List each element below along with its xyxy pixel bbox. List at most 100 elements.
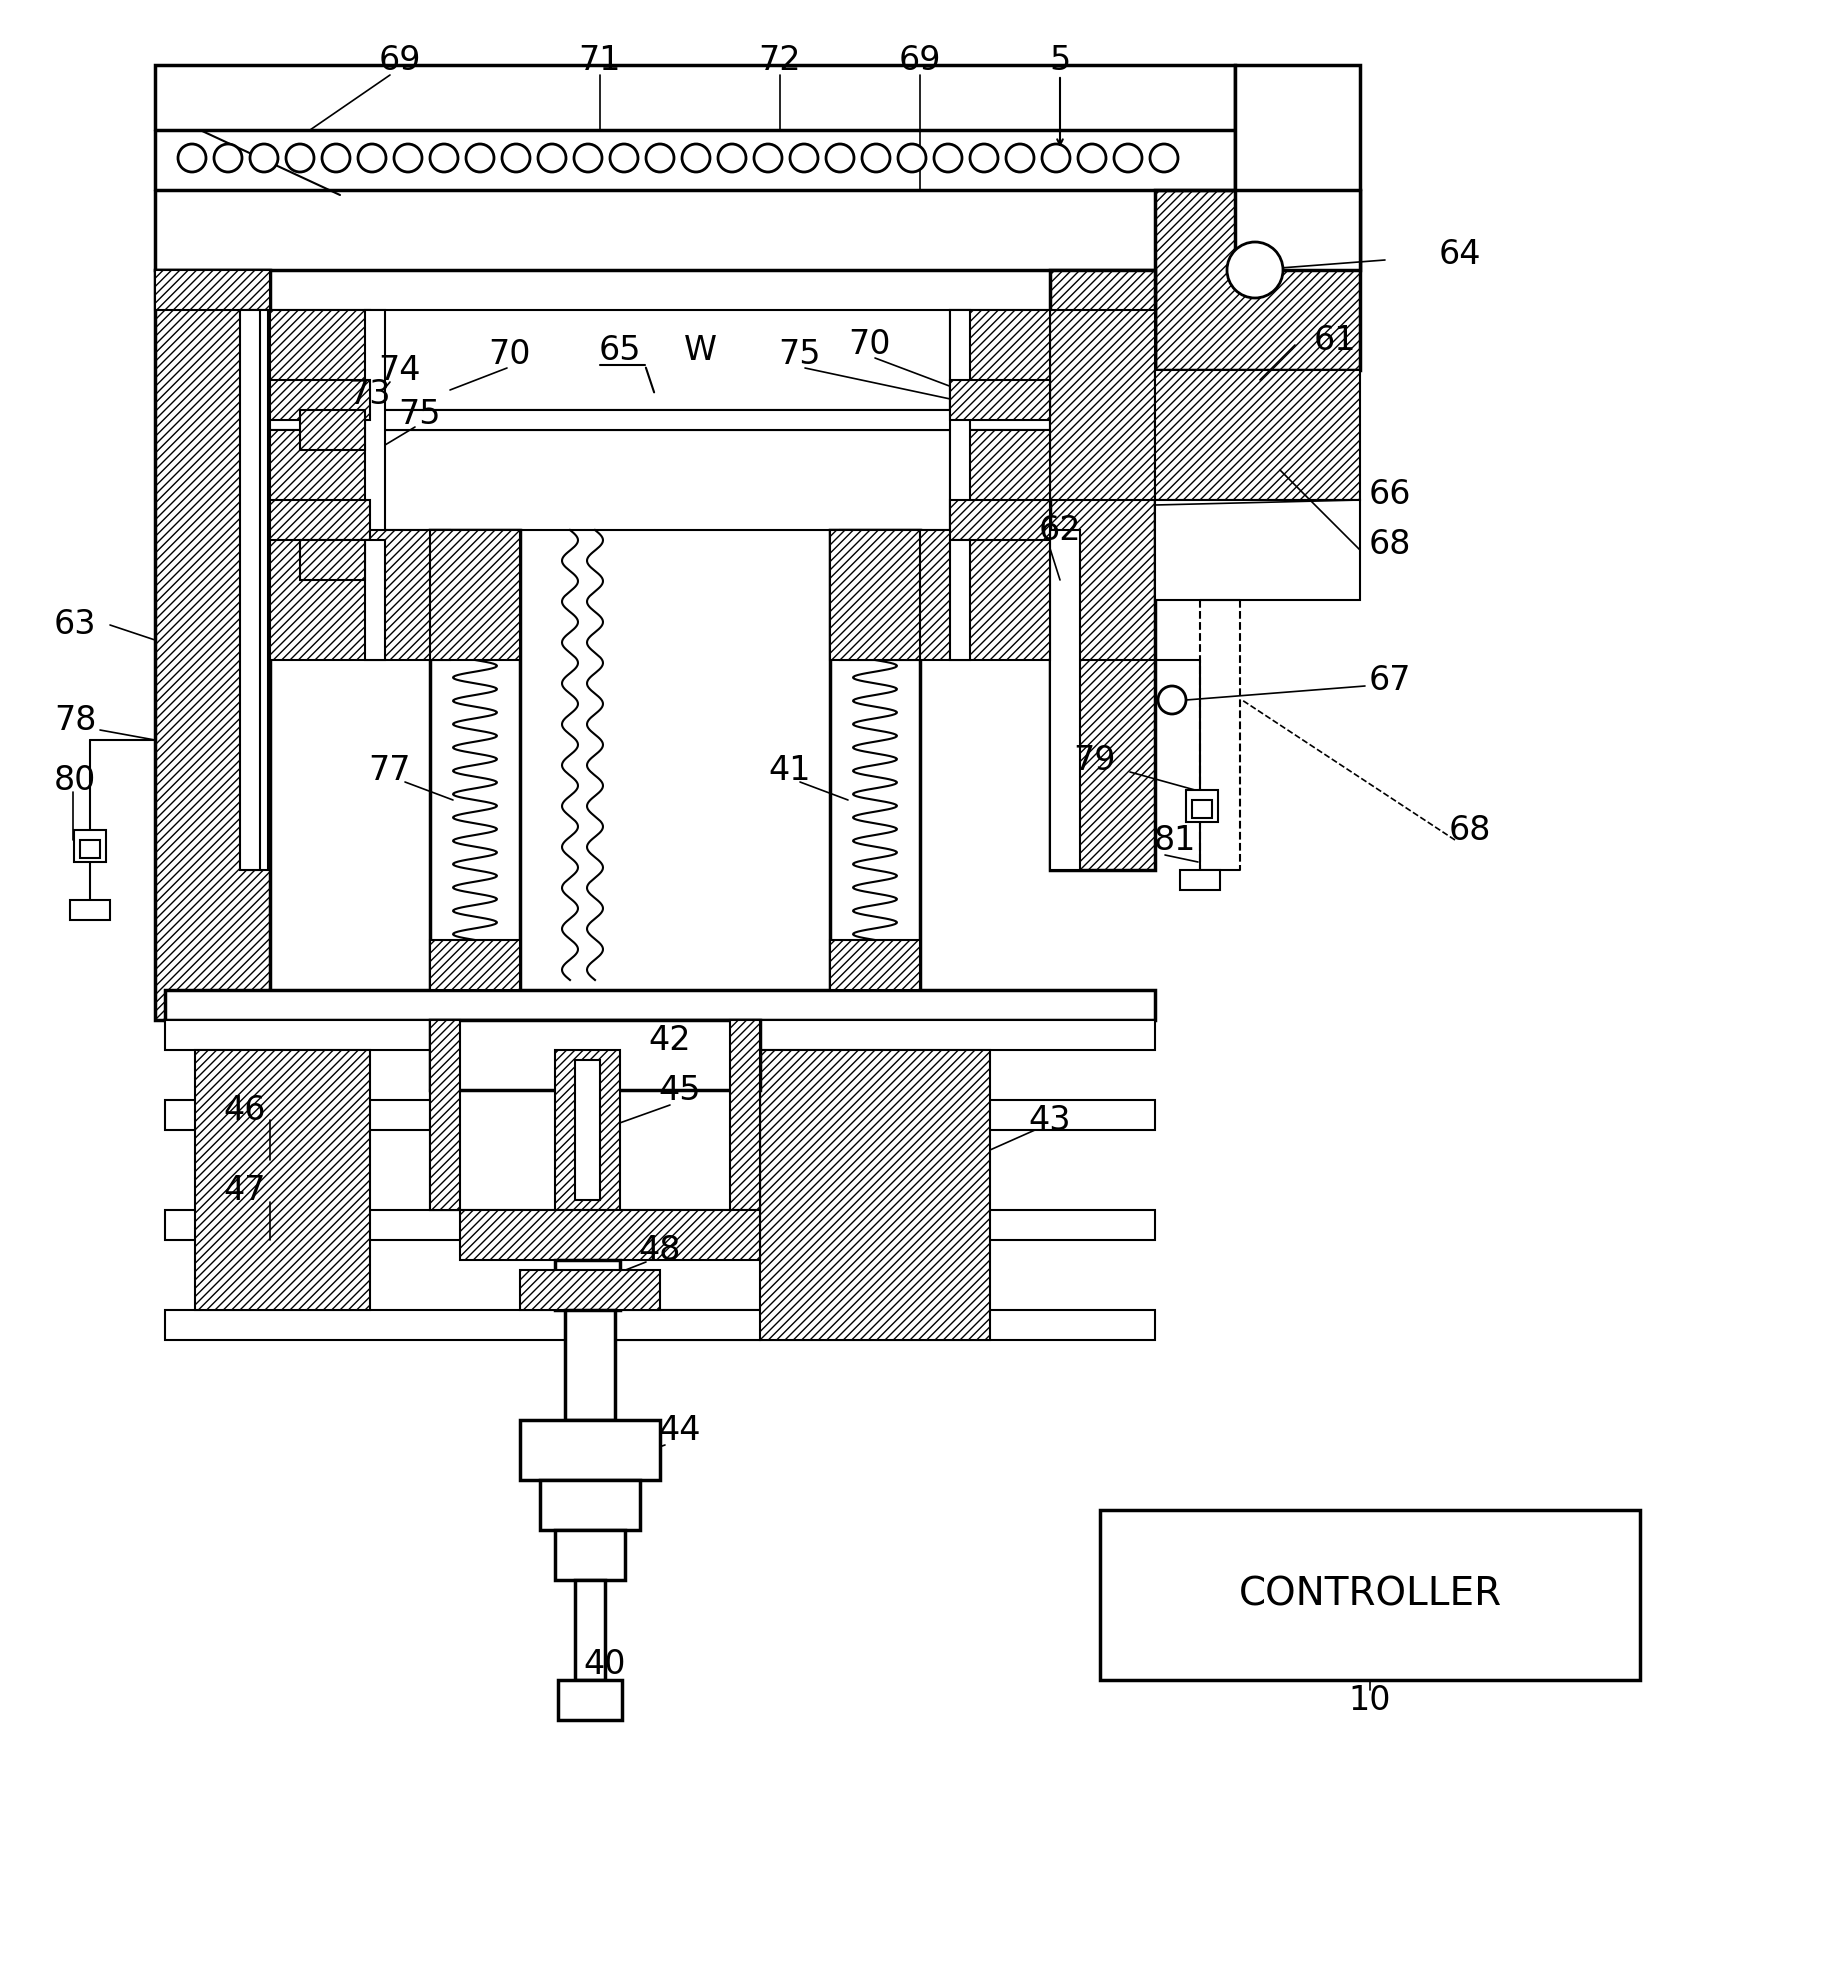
Circle shape	[1005, 144, 1035, 171]
Text: 41: 41	[770, 753, 812, 786]
Bar	[950, 380, 1049, 420]
Bar	[271, 501, 370, 540]
Text: 10: 10	[1349, 1683, 1392, 1717]
Bar	[271, 309, 1049, 410]
Bar	[1049, 270, 1154, 869]
Text: 73: 73	[348, 378, 392, 412]
Bar	[565, 1311, 615, 1419]
Bar	[155, 270, 271, 1021]
Bar	[554, 1259, 620, 1311]
Circle shape	[933, 144, 963, 171]
Circle shape	[718, 144, 746, 171]
Circle shape	[394, 144, 422, 171]
Circle shape	[322, 144, 350, 171]
Text: 43: 43	[1029, 1104, 1071, 1137]
Circle shape	[1158, 686, 1186, 714]
Circle shape	[1114, 144, 1141, 171]
Circle shape	[431, 144, 458, 171]
Circle shape	[1226, 242, 1283, 298]
Text: 63: 63	[53, 609, 96, 641]
Bar	[431, 1021, 760, 1090]
Bar	[731, 1021, 760, 1210]
Bar	[1154, 371, 1360, 501]
Bar	[519, 1419, 661, 1480]
Bar	[830, 940, 920, 989]
Circle shape	[827, 144, 854, 171]
Circle shape	[357, 144, 387, 171]
Text: 75: 75	[399, 398, 442, 432]
Bar	[1235, 65, 1360, 270]
Bar	[431, 940, 519, 989]
Bar	[554, 1051, 620, 1210]
Bar	[1180, 869, 1221, 891]
Circle shape	[755, 144, 782, 171]
Bar	[519, 1269, 661, 1311]
Text: 46: 46	[225, 1094, 267, 1127]
Text: 74: 74	[379, 353, 422, 386]
Bar	[589, 1311, 1154, 1340]
Text: 44: 44	[659, 1413, 701, 1447]
Circle shape	[214, 144, 241, 171]
Bar	[271, 309, 370, 410]
Text: 48: 48	[639, 1234, 681, 1267]
Bar	[166, 1021, 1154, 1051]
Text: 42: 42	[648, 1023, 692, 1056]
Text: 65: 65	[598, 333, 641, 367]
Bar	[271, 430, 370, 530]
Circle shape	[681, 144, 711, 171]
Circle shape	[179, 144, 206, 171]
Text: 62: 62	[1038, 514, 1081, 546]
Bar	[431, 1021, 460, 1210]
Circle shape	[1079, 144, 1106, 171]
Bar	[431, 530, 519, 989]
Bar	[300, 410, 365, 449]
Bar	[79, 840, 99, 857]
Bar	[271, 380, 370, 420]
Circle shape	[285, 144, 315, 171]
Bar	[950, 309, 970, 609]
Circle shape	[538, 144, 565, 171]
Text: 81: 81	[1154, 824, 1197, 857]
Bar	[539, 1480, 641, 1529]
Text: 64: 64	[1440, 238, 1482, 272]
Text: 61: 61	[1314, 323, 1357, 357]
Bar	[271, 530, 449, 660]
Bar	[166, 1100, 1154, 1129]
Bar	[460, 1210, 760, 1259]
Circle shape	[466, 144, 493, 171]
Bar	[1186, 790, 1219, 822]
Bar	[166, 989, 1154, 1021]
Bar	[950, 430, 1049, 530]
Bar	[249, 309, 269, 869]
Bar	[1049, 309, 1154, 501]
Bar	[554, 1529, 624, 1581]
Bar	[950, 540, 970, 660]
Bar	[70, 901, 110, 920]
Circle shape	[970, 144, 998, 171]
Circle shape	[574, 144, 602, 171]
Bar	[574, 1060, 600, 1200]
Text: 70: 70	[488, 339, 532, 371]
Circle shape	[898, 144, 926, 171]
Text: 70: 70	[849, 329, 891, 361]
Circle shape	[1042, 144, 1070, 171]
Text: 40: 40	[584, 1648, 626, 1681]
Text: 80: 80	[53, 763, 96, 796]
Bar	[1154, 189, 1360, 371]
Text: 77: 77	[368, 753, 411, 786]
Circle shape	[503, 144, 530, 171]
Bar	[950, 501, 1049, 540]
Bar	[589, 1210, 1154, 1240]
Text: W: W	[683, 333, 716, 367]
Text: 5: 5	[1049, 43, 1071, 77]
Bar	[74, 830, 107, 861]
Bar	[271, 430, 1049, 530]
Text: 71: 71	[578, 43, 620, 77]
Bar	[239, 309, 260, 869]
Text: 79: 79	[1073, 743, 1116, 777]
Bar	[155, 270, 271, 309]
Bar	[830, 530, 920, 660]
Text: 67: 67	[1368, 664, 1412, 696]
Bar	[431, 530, 519, 660]
Text: 68: 68	[1449, 814, 1491, 846]
